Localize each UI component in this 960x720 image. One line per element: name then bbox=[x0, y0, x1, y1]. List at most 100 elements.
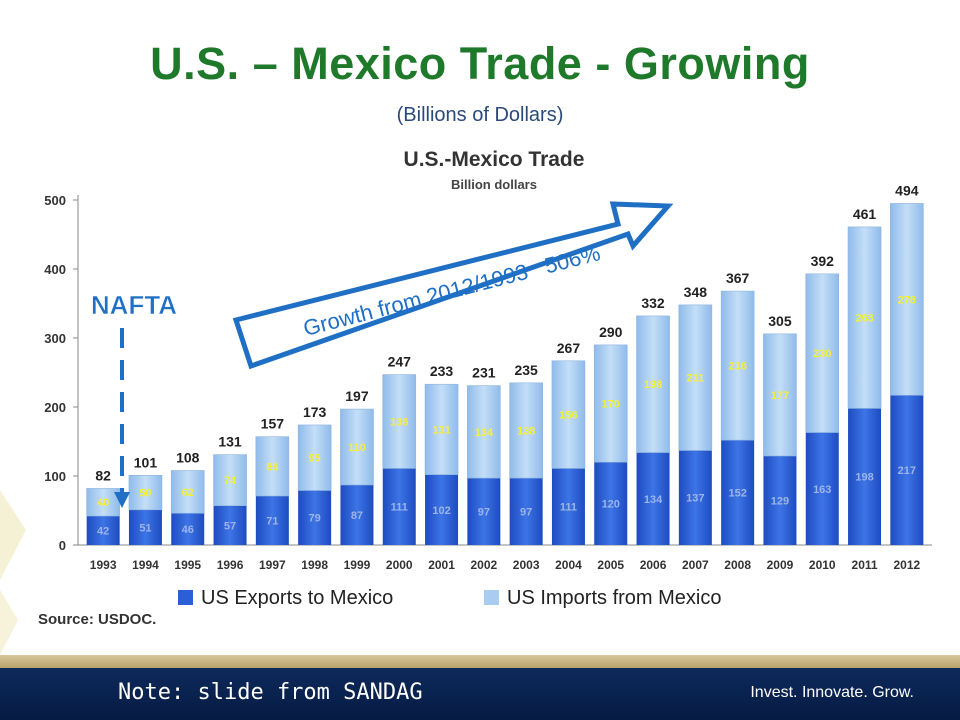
total-value-label: 267 bbox=[557, 340, 581, 356]
total-value-label: 157 bbox=[261, 416, 285, 432]
bar-exports bbox=[255, 496, 289, 545]
import-value-label: 74 bbox=[224, 475, 237, 487]
export-value-label: 87 bbox=[351, 510, 363, 522]
total-value-label: 305 bbox=[768, 313, 792, 329]
import-value-label: 211 bbox=[686, 373, 704, 385]
y-tick-label: 300 bbox=[44, 331, 66, 346]
bar-exports bbox=[721, 440, 755, 545]
import-value-label: 95 bbox=[309, 453, 321, 465]
legend-swatch-imports bbox=[484, 590, 499, 605]
nafta-annotation: NAFTA bbox=[91, 290, 178, 508]
import-value-label: 134 bbox=[475, 427, 494, 439]
bar-imports bbox=[636, 315, 670, 453]
export-value-label: 102 bbox=[432, 505, 450, 517]
export-value-label: 152 bbox=[728, 488, 746, 500]
bar-imports bbox=[382, 374, 417, 469]
chart-subtitle: Billion dollars bbox=[451, 177, 537, 192]
bar-imports bbox=[593, 344, 628, 463]
bar-exports bbox=[848, 408, 882, 545]
bar-imports bbox=[213, 454, 247, 506]
export-value-label: 42 bbox=[97, 526, 109, 538]
export-value-label: 97 bbox=[520, 507, 532, 519]
import-value-label: 50 bbox=[139, 488, 151, 500]
bar-imports bbox=[805, 273, 840, 433]
x-tick-label: 2004 bbox=[555, 558, 582, 572]
total-value-label: 461 bbox=[853, 206, 877, 222]
bar-imports bbox=[551, 360, 586, 469]
bar-imports bbox=[297, 424, 332, 491]
footer-gold-band bbox=[0, 655, 960, 668]
import-value-label: 131 bbox=[432, 424, 450, 436]
bar-imports bbox=[847, 226, 882, 409]
slide-subtitle: (Billions of Dollars) bbox=[396, 104, 564, 126]
bar-exports bbox=[340, 484, 374, 545]
x-tick-label: 2010 bbox=[809, 558, 836, 572]
bar-imports bbox=[678, 304, 713, 451]
bar-exports bbox=[298, 490, 332, 545]
total-value-label: 233 bbox=[430, 363, 454, 379]
bar-imports bbox=[763, 333, 797, 457]
corner-decoration bbox=[0, 490, 26, 655]
x-tick-label: 2005 bbox=[597, 558, 624, 572]
import-value-label: 263 bbox=[855, 313, 873, 325]
total-value-label: 290 bbox=[599, 324, 623, 340]
bar-exports bbox=[551, 468, 585, 545]
x-tick-label: 2011 bbox=[852, 558, 878, 572]
x-tick-label: 2003 bbox=[513, 558, 540, 572]
bar-imports bbox=[509, 382, 543, 479]
footer-note: Note: slide from SANDAG bbox=[118, 680, 423, 705]
footer-bar: Note: slide from SANDAG Invest. Innovate… bbox=[0, 668, 960, 720]
nafta-arrowhead bbox=[114, 492, 130, 508]
y-tick-label: 500 bbox=[44, 193, 66, 208]
x-tick-label: 2007 bbox=[682, 558, 709, 572]
y-tick-label: 100 bbox=[44, 469, 66, 484]
bar-imports bbox=[890, 203, 924, 396]
total-value-label: 197 bbox=[345, 388, 369, 404]
bar-exports bbox=[509, 478, 543, 545]
import-value-label: 138 bbox=[517, 425, 535, 437]
total-value-label: 82 bbox=[95, 467, 111, 483]
import-value-label: 177 bbox=[771, 390, 789, 402]
bar-exports bbox=[805, 432, 839, 545]
x-tick-label: 2001 bbox=[428, 558, 455, 572]
bar-exports bbox=[128, 509, 162, 545]
export-value-label: 163 bbox=[813, 484, 831, 496]
footer-tagline: Invest. Innovate. Grow. bbox=[750, 684, 914, 701]
bar-exports bbox=[636, 452, 670, 545]
export-value-label: 97 bbox=[478, 507, 490, 519]
x-tick-label: 1995 bbox=[174, 558, 201, 572]
import-value-label: 136 bbox=[390, 416, 408, 428]
total-value-label: 231 bbox=[472, 365, 496, 381]
bar-imports bbox=[424, 383, 459, 475]
y-tick-label: 400 bbox=[44, 262, 66, 277]
total-value-label: 235 bbox=[514, 362, 538, 378]
bar-exports bbox=[594, 462, 628, 545]
x-tick-label: 1999 bbox=[344, 558, 371, 572]
import-value-label: 170 bbox=[602, 399, 620, 411]
export-value-label: 120 bbox=[602, 499, 620, 511]
import-value-label: 230 bbox=[813, 348, 831, 360]
x-tick-label: 2008 bbox=[724, 558, 751, 572]
bar-layer bbox=[86, 203, 924, 545]
total-value-label: 392 bbox=[811, 253, 835, 269]
export-value-label: 111 bbox=[560, 502, 577, 514]
import-value-label: 40 bbox=[97, 497, 109, 509]
chart-title: U.S.-Mexico Trade bbox=[404, 148, 585, 171]
total-value-label: 101 bbox=[134, 454, 158, 470]
legend: US Exports to Mexico US Imports from Mexi… bbox=[178, 587, 721, 609]
bar-exports bbox=[382, 468, 416, 545]
export-value-label: 51 bbox=[139, 522, 151, 534]
x-tick-label: 2006 bbox=[640, 558, 667, 572]
legend-label-imports: US Imports from Mexico bbox=[507, 587, 721, 609]
export-value-label: 198 bbox=[855, 472, 873, 484]
trade-chart: U.S.-Mexico Trade Billion dollars 0 100 20… bbox=[44, 148, 932, 609]
bar-imports bbox=[170, 470, 205, 514]
growth-arrow: Growth from 2012/1993 506% bbox=[232, 201, 674, 370]
x-tick-label: 2000 bbox=[386, 558, 413, 572]
total-value-label: 247 bbox=[388, 354, 412, 370]
x-tick-label: 2012 bbox=[893, 558, 920, 572]
total-value-label: 494 bbox=[895, 182, 919, 198]
bar-exports bbox=[467, 478, 501, 545]
nafta-label: NAFTA bbox=[91, 290, 177, 320]
bar-imports bbox=[467, 385, 501, 479]
